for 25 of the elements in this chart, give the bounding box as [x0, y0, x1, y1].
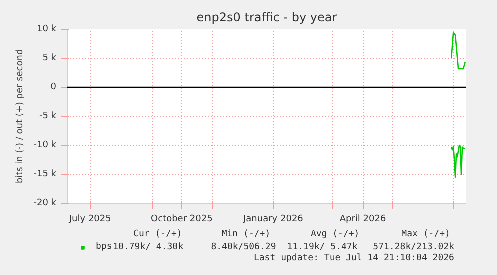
y-axis-title: bits in (-) / out (+) per second: [16, 49, 26, 184]
text: Min (-/+): [222, 230, 271, 240]
text: Max (-/+): [402, 230, 450, 240]
line-series: [450, 144, 466, 178]
text: Avg (-/+): [310, 230, 360, 240]
text: Last update: Tue Jul 14 21:10:04 2026: [254, 254, 454, 264]
text: Cur (-/+): [134, 230, 182, 240]
text: 10.79k/ 4.30k: [113, 242, 184, 252]
y-tick-label: 5 k: [42, 54, 58, 64]
x-tick-label: July 2025: [68, 214, 112, 224]
y-tick-label: 0: [50, 82, 57, 92]
x-tick-label: April 2026: [340, 214, 386, 224]
y-tick-label: -15 k: [34, 170, 58, 180]
text: 8.40k/506.29: [211, 242, 276, 252]
text: 571.28k/213.02k: [373, 242, 456, 252]
y-tick-label: -20 k: [34, 198, 58, 208]
x-tick-label: January 2026: [242, 214, 304, 224]
legend-label: bps: [96, 242, 112, 252]
text: 11.19k/ 5.47k: [287, 242, 358, 252]
y-tick-label: -5 k: [39, 112, 58, 122]
chart-title: enp2s0 traffic - by year: [196, 10, 338, 24]
x-tick-label: October 2025: [151, 214, 213, 224]
y-tick-label: -10 k: [34, 140, 58, 150]
line-series: [450, 32, 466, 70]
y-tick-label: 10 k: [36, 24, 58, 34]
